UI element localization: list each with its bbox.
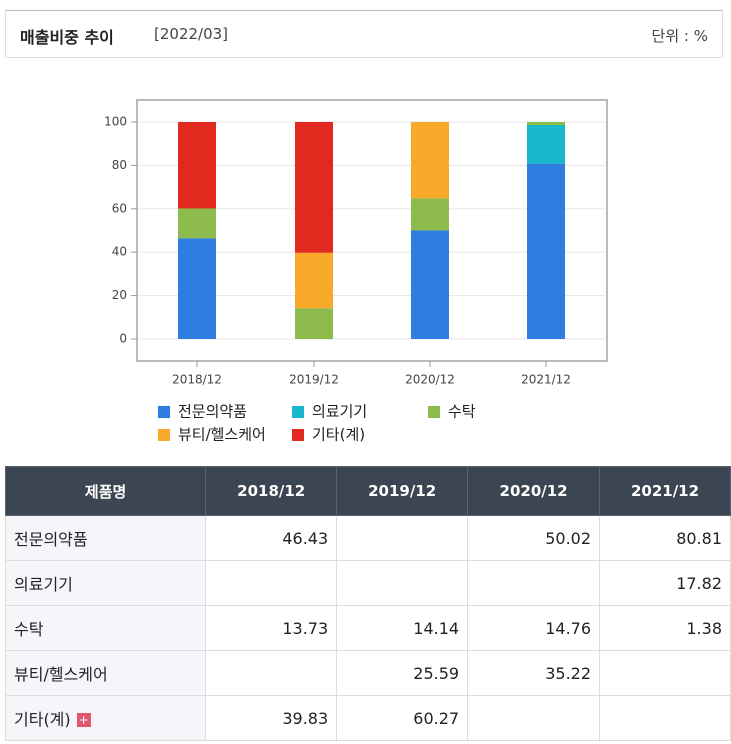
column-header: 2019/12 — [336, 466, 469, 516]
row-label-text: 수탁 — [14, 620, 44, 639]
x-tick-label: 2020/12 — [405, 373, 455, 387]
row-label-text: 뷰티/헬스케어 — [14, 665, 108, 684]
column-header: 제품명 — [4, 466, 207, 516]
row-label: 전문의약품 — [4, 515, 207, 561]
bar-segment — [411, 198, 449, 231]
table-row: 수탁 13.73 14.14 14.76 1.38 — [4, 605, 731, 651]
legend-label: 기타(계) — [312, 426, 365, 444]
bar-segment — [178, 122, 216, 209]
value-cell: 46.43 — [205, 515, 338, 561]
bar-segment — [295, 122, 333, 253]
header-row: 제품명 2018/12 2019/12 2020/12 2021/12 — [4, 466, 731, 516]
value-text: 17.82 — [676, 573, 722, 593]
value-cell — [336, 560, 469, 606]
value-text: 1.38 — [686, 618, 722, 638]
value-cell: 1.38 — [599, 605, 731, 651]
data-table: 제품명 2018/12 2019/12 2020/12 2021/12 전문의약품 46.4… — [4, 466, 731, 741]
table-row: 의료기기 17.82 — [4, 560, 731, 606]
unit: 단위 : % — [651, 27, 708, 45]
value-text: 25.59 — [413, 663, 460, 683]
title: 매출비중 추이 — [20, 28, 114, 47]
bar-segment — [295, 252, 333, 309]
chart: 0 20 40 60 80 100 2018/12 2019/12 2020/12 2021/12… — [104, 99, 608, 444]
legend-swatch — [158, 429, 170, 441]
value-cell: 60.27 — [336, 695, 469, 741]
value-cell: 14.14 — [336, 605, 469, 651]
bar-segment — [527, 121, 565, 125]
value-text: 80.81 — [676, 528, 722, 548]
legend-swatch — [158, 406, 170, 418]
value-cell — [205, 560, 338, 606]
table-row: 뷰티/헬스케어 25.59 35.22 — [4, 650, 731, 696]
value-text: 50.02 — [545, 528, 592, 548]
row-label: 수탁 — [4, 605, 207, 651]
bar-segment — [527, 124, 565, 164]
legend-swatch — [292, 429, 304, 441]
y-tick-label: 20 — [112, 288, 127, 302]
table-row: 전문의약품 46.43 50.02 80.81 — [4, 515, 731, 561]
legend-label: 의료기기 — [312, 403, 367, 421]
row-label: 뷰티/헬스케어 — [4, 650, 207, 696]
value-text: 39.83 — [282, 708, 329, 728]
value-cell: 50.02 — [467, 515, 601, 561]
y-tick-label: 80 — [112, 158, 127, 172]
table-row: 기타(계) +39.83 60.27 — [4, 695, 731, 741]
row-label-text: 의료기기 — [14, 575, 73, 594]
value-cell: 14.76 — [467, 605, 601, 651]
value-cell — [467, 560, 601, 606]
value-cell: 13.73 — [205, 605, 338, 651]
y-tick-label: 100 — [104, 115, 127, 129]
legend-swatch — [428, 406, 440, 418]
legend-swatch — [292, 406, 304, 418]
value-text: 14.76 — [545, 618, 592, 638]
row-label-text: 기타(계) — [14, 710, 71, 729]
bar-segment — [178, 238, 216, 339]
value-text: 35.22 — [545, 663, 592, 683]
value-text: 46.43 — [282, 528, 329, 548]
value-cell — [467, 695, 601, 741]
value-text: 60.27 — [413, 708, 460, 728]
y-tick-label: 60 — [112, 201, 127, 215]
value-cell — [599, 650, 731, 696]
bar-segment — [411, 230, 449, 339]
column-header: 2020/12 — [467, 466, 601, 516]
row-label: 의료기기 — [4, 560, 207, 606]
expand-button[interactable]: + — [76, 713, 91, 727]
value-text: 14.14 — [413, 618, 460, 638]
header: 매출비중 추이 [2022/03] 단위 : % — [5, 10, 723, 58]
value-cell — [599, 695, 731, 741]
value-text: 13.73 — [282, 618, 329, 638]
value-cell: 39.83 — [205, 695, 338, 741]
value-cell: 35.22 — [467, 650, 601, 696]
bar-segment — [295, 308, 333, 339]
column-header: 2021/12 — [599, 466, 731, 516]
value-cell — [205, 650, 338, 696]
value-cell — [336, 515, 469, 561]
bar-segment — [411, 122, 449, 199]
legend-label: 전문의약품 — [178, 403, 247, 421]
period: [2022/03] — [154, 25, 229, 43]
x-tick-label: 2021/12 — [521, 373, 571, 387]
x-tick-label: 2018/12 — [172, 373, 222, 387]
y-tick-label: 40 — [112, 245, 127, 259]
legend-label: 수탁 — [448, 403, 476, 421]
bar-segment — [527, 163, 565, 339]
row-label: 기타(계) + — [4, 695, 207, 741]
legend-label: 뷰티/헬스케어 — [178, 426, 266, 444]
value-cell: 17.82 — [599, 560, 731, 606]
value-cell: 25.59 — [336, 650, 469, 696]
y-tick-label: 0 — [119, 332, 127, 346]
x-tick-label: 2019/12 — [289, 373, 339, 387]
column-header: 2018/12 — [205, 466, 338, 516]
bar-segment — [178, 208, 216, 239]
row-label-text: 전문의약품 — [14, 530, 88, 549]
value-cell: 80.81 — [599, 515, 731, 561]
